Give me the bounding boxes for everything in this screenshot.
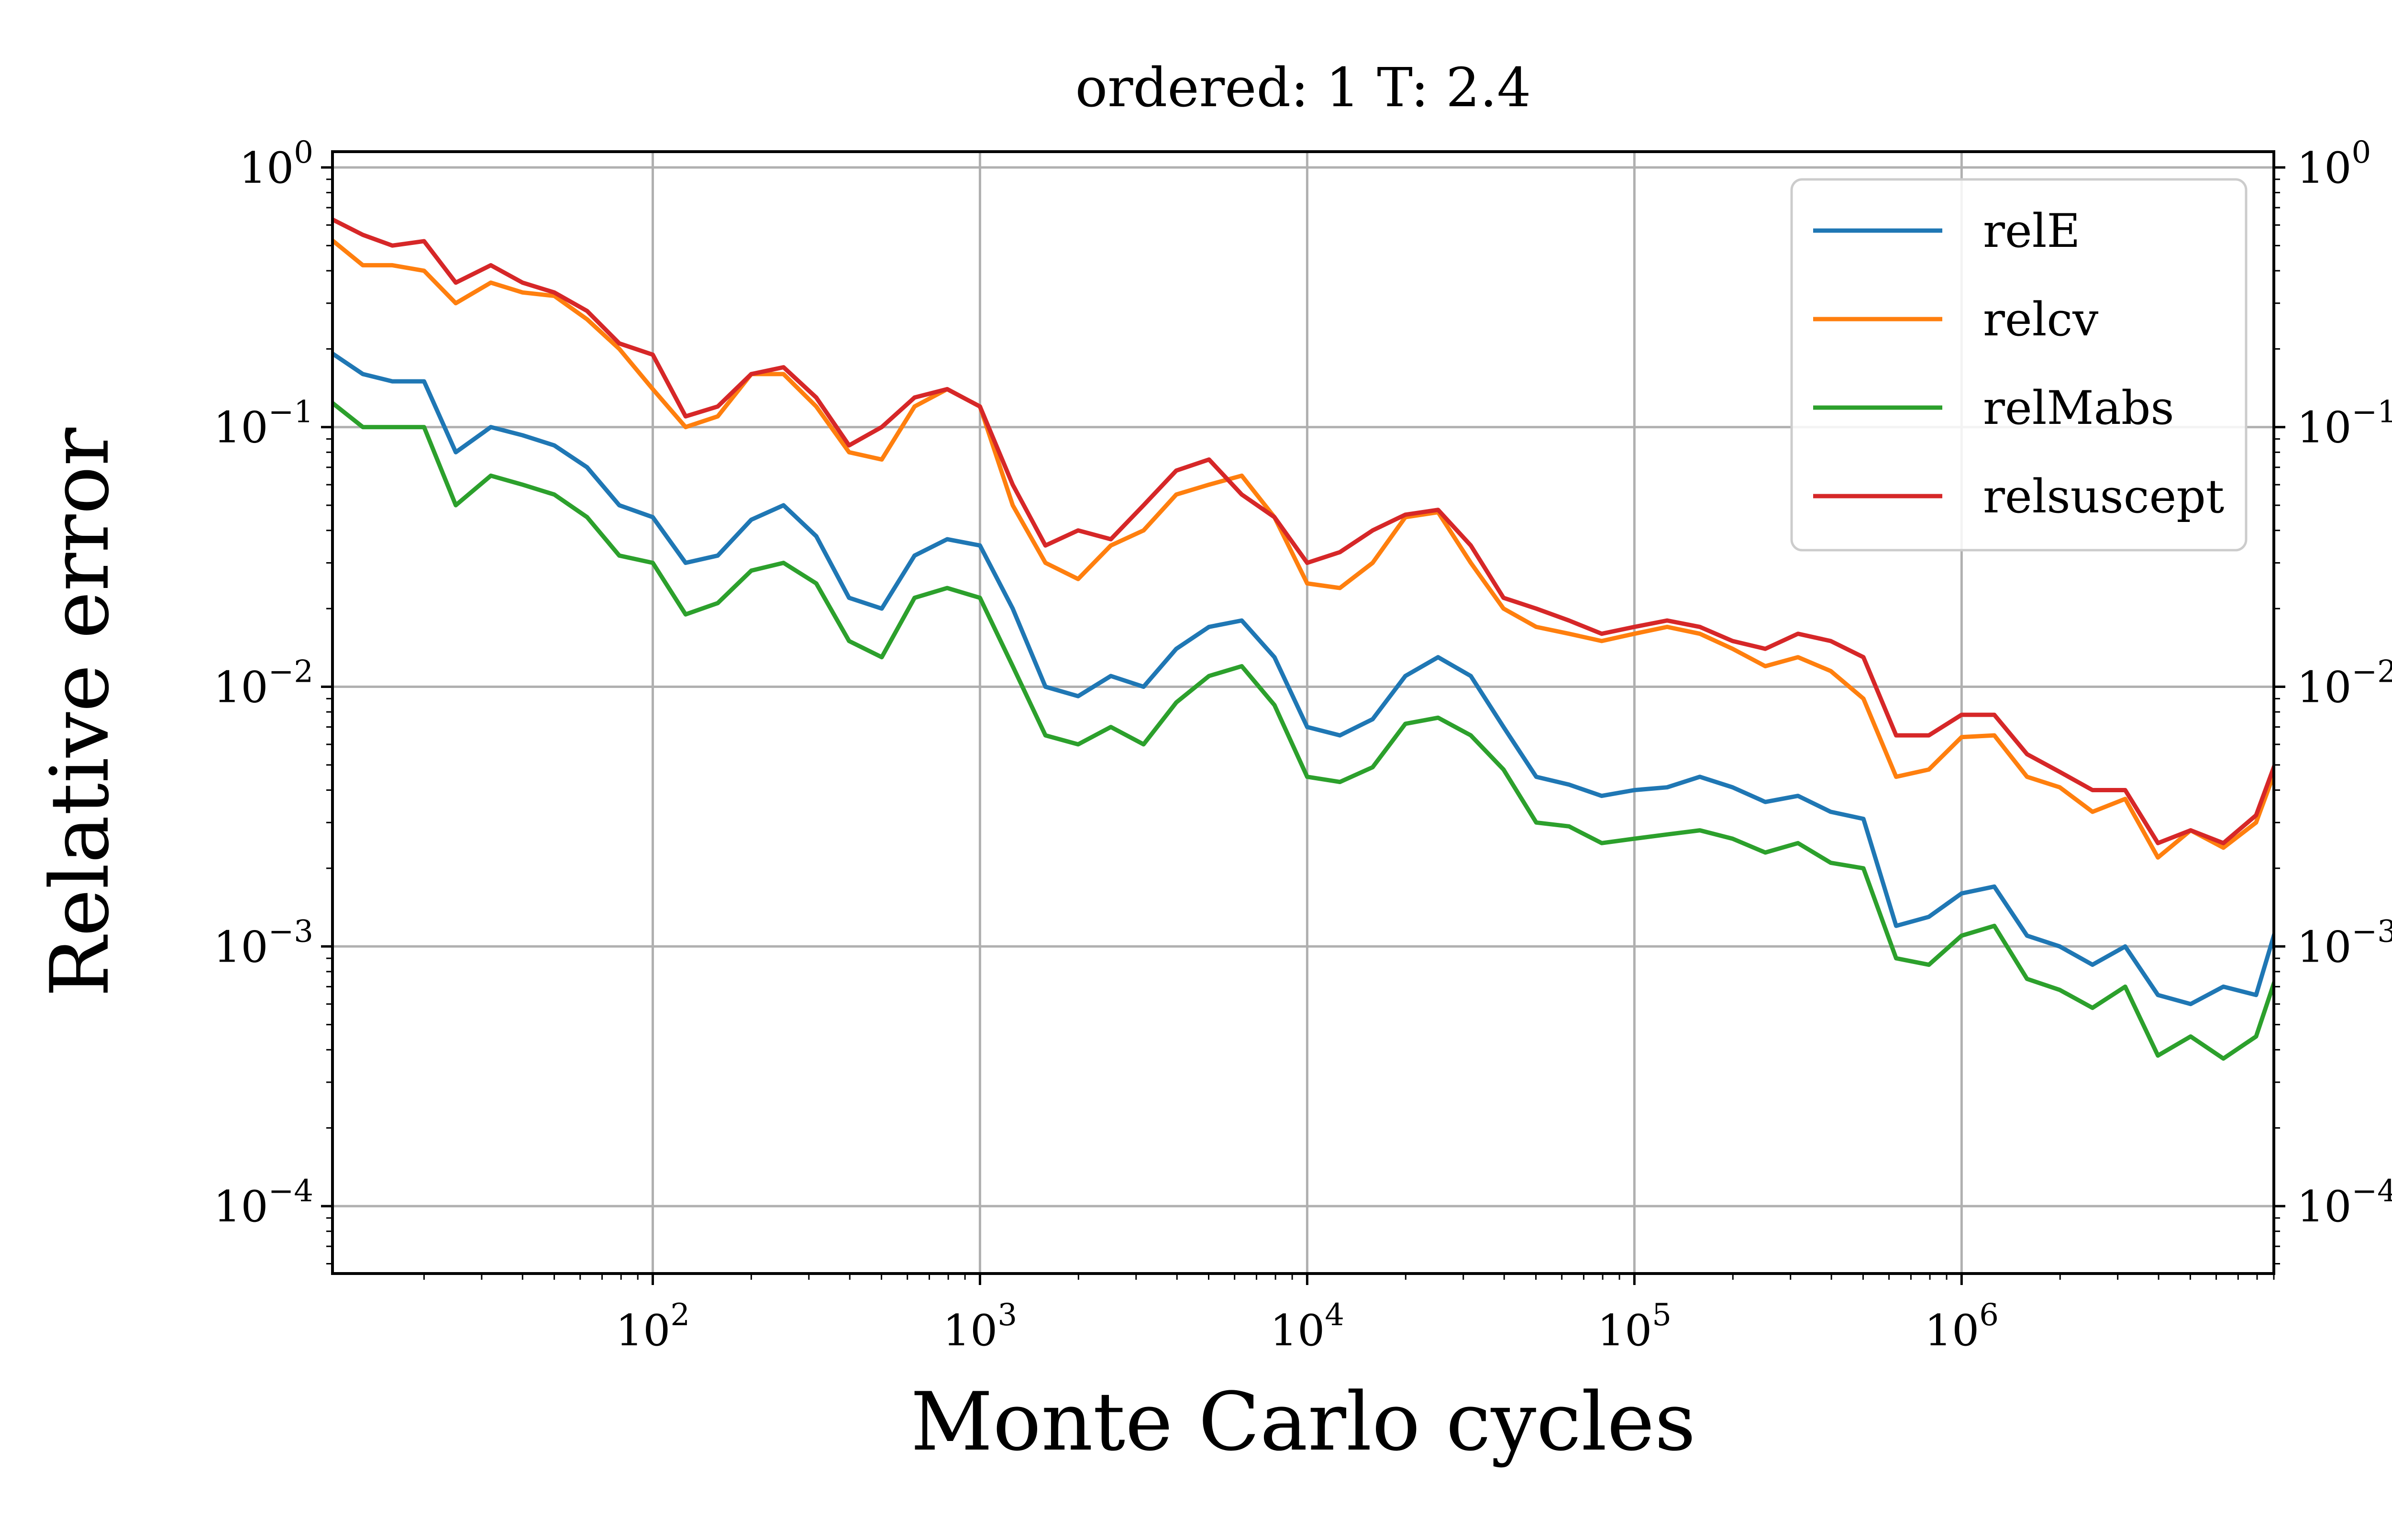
x-tick-label-base: 10 — [1925, 1306, 1980, 1356]
y-tick-label-right: 10−4 — [2297, 1174, 2392, 1232]
y-axis-label: Relative error — [33, 427, 127, 997]
y-tick-label-exponent: 0 — [294, 135, 313, 170]
y-tick-label-exponent: −2 — [268, 654, 313, 690]
y-tick-label-right-base: 10 — [2297, 663, 2352, 713]
x-tick-label: 105 — [1597, 1297, 1672, 1356]
y-tick-label-right-base: 10 — [2297, 403, 2352, 453]
y-tick-label-right-base: 10 — [2297, 1182, 2352, 1232]
y-tick-label-right-exponent: 0 — [2352, 135, 2371, 170]
y-tick-label: 10−1 — [213, 395, 313, 453]
y-tick-label-right-exponent: −1 — [2352, 395, 2392, 430]
y-tick-label-base: 10 — [239, 143, 294, 193]
series-line-relmabs — [332, 400, 2274, 1061]
legend-label-relcv: relcv — [1983, 293, 2098, 346]
y-tick-label-exponent: −3 — [268, 914, 313, 949]
legend-box — [1790, 178, 2248, 552]
y-tick-label-exponent: −1 — [268, 395, 313, 430]
x-tick-label: 104 — [1270, 1297, 1344, 1356]
x-axis-label: Monte Carlo cycles — [910, 1375, 1695, 1469]
x-tick-label-exponent: 4 — [1325, 1297, 1344, 1333]
series-layer — [332, 217, 2274, 1061]
y-tick-label-right: 100 — [2297, 135, 2371, 193]
y-tick-label: 10−4 — [213, 1174, 313, 1232]
x-tick-label-base: 10 — [1270, 1306, 1325, 1356]
y-tick-label-right: 10−1 — [2297, 395, 2392, 453]
x-tick-label: 103 — [943, 1297, 1017, 1356]
y-tick-label-right-exponent: −3 — [2352, 914, 2392, 949]
y-tick-label-right-base: 10 — [2297, 922, 2352, 972]
legend-label-rele: relE — [1983, 204, 2080, 258]
y-tick-label-right-exponent: −4 — [2352, 1174, 2392, 1209]
x-tick-label-exponent: 6 — [1979, 1297, 1999, 1333]
axis-ticks — [321, 166, 2285, 1285]
x-tick-label-base: 10 — [943, 1306, 998, 1356]
y-tick-label: 10−2 — [213, 654, 313, 713]
legend: relE relcv relMabs relsuscept — [1790, 178, 2248, 552]
legend-label-relmabs: relMabs — [1983, 381, 2174, 435]
y-tick-label: 10−3 — [213, 914, 313, 972]
y-tick-label-right: 10−3 — [2297, 914, 2392, 972]
y-tick-label-base: 10 — [213, 1182, 268, 1232]
y-tick-label-right-exponent: −2 — [2352, 654, 2392, 690]
y-tick-label-base: 10 — [213, 403, 268, 453]
y-tick-label-base: 10 — [213, 922, 268, 972]
x-tick-label-base: 10 — [616, 1306, 671, 1356]
x-tick-label-base: 10 — [1597, 1306, 1652, 1356]
series-line-relsuscept — [332, 217, 2274, 845]
x-tick-label: 102 — [616, 1297, 690, 1356]
y-tick-label-right-base: 10 — [2297, 143, 2352, 193]
y-tick-label: 100 — [239, 135, 313, 193]
y-tick-label-exponent: −4 — [268, 1174, 313, 1209]
x-tick-label-exponent: 3 — [997, 1297, 1017, 1333]
legend-label-relsuscept: relsuscept — [1983, 470, 2224, 523]
series-line-rele — [332, 351, 2274, 1007]
y-tick-label-base: 10 — [213, 663, 268, 713]
x-tick-label: 106 — [1925, 1297, 1999, 1356]
chart-title: ordered: 1 T: 2.4 — [1075, 57, 1531, 119]
x-tick-label-exponent: 2 — [670, 1297, 690, 1333]
x-tick-label-exponent: 5 — [1652, 1297, 1672, 1333]
series-group — [332, 217, 2274, 1061]
series-line-relcv — [332, 237, 2274, 860]
y-tick-label-right: 10−2 — [2297, 654, 2392, 713]
